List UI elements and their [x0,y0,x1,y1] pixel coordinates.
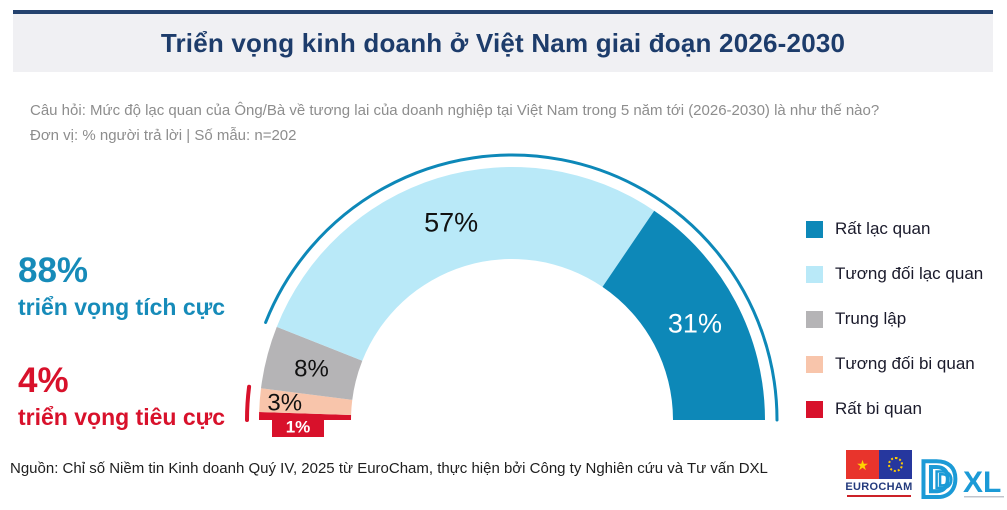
gauge-segment-3 [276,166,655,361]
gauge-callout-box [272,416,324,437]
gauge-segment-label-3: 57% [424,207,478,237]
legend-label: Tương đối bi quan [835,354,975,373]
vietnam-star-icon: ★ [856,456,869,473]
legend-swatch-icon [806,265,823,283]
negative-summary: 4% triển vọng tiêu cực [18,360,225,432]
unit-sample-text: Đơn vị: % người trả lời | Số mẫu: n=202 [30,127,297,144]
gauge-segment-1 [259,388,353,415]
negative-summary-label: triển vọng tiêu cực [18,404,226,430]
eu-stars-circle-icon [888,457,903,472]
eurocham-wordmark: EUROCHAM [845,481,913,493]
legend-swatch-icon [806,400,823,418]
legend-item: Trung lập [806,309,983,328]
dxl-tagline-line [964,496,1004,498]
legend-item: Tương đối lạc quan [806,264,984,283]
legend-swatch-icon [806,310,823,328]
question-block: Câu hỏi: Mức độ lạc quan của Ông/Bà về t… [30,98,879,148]
legend-swatch-icon [806,355,823,373]
legend-item: Rất lạc quan [806,219,983,238]
negative-outlook-arc [245,384,252,422]
legend-swatch-icon [806,220,823,238]
positive-summary: 88% triển vọng tích cực [18,250,225,322]
eu-flag-icon [879,450,912,479]
legend-label: Rất bi quan [835,399,922,418]
dxl-inner-d: D [935,467,952,494]
eurocham-logo: ★ EUROCHAM [843,450,915,497]
question-text: Câu hỏi: Mức độ lạc quan của Ông/Bà về t… [30,102,880,119]
dxl-outer-d: D [920,451,958,508]
legend: Rất lạc quan Tương đối lạc quan Trung lập T… [806,219,984,445]
eurocham-flags: ★ [843,450,915,479]
source-text: Nguồn: Chỉ số Niềm tin Kinh doanh Quý IV… [10,460,768,477]
gauge-segment-label-2: 8% [294,356,329,383]
gauge-segment-4 [602,210,765,420]
legend-label: Rất lạc quan [835,219,931,238]
title-band: Triển vọng kinh doanh ở Việt Nam giai đo… [13,10,993,72]
gauge-segment-label-1: 3% [267,389,302,416]
gauge-segment-label-4: 31% [668,308,722,338]
positive-summary-value: 88% [18,251,89,290]
legend-label: Tương đối lạc quan [835,264,984,283]
vietnam-flag-icon: ★ [846,450,879,479]
legend-item: Rất bi quan [806,399,983,418]
positive-outlook-arc [264,153,779,422]
dxl-xl-text: XL [963,466,1001,499]
positive-summary-label: triển vọng tích cực [18,294,226,320]
legend-label: Trung lập [835,309,907,328]
eurocham-tagline-line [847,495,911,497]
page-title: Triển vọng kinh doanh ở Việt Nam giai đo… [160,27,846,58]
gauge-callout-label: 1% [286,418,311,437]
negative-summary-value: 4% [18,361,69,400]
gauge-segment-2 [260,326,363,400]
legend-item: Tương đối bi quan [806,354,983,373]
dxl-logo: D D XL [918,450,1004,508]
